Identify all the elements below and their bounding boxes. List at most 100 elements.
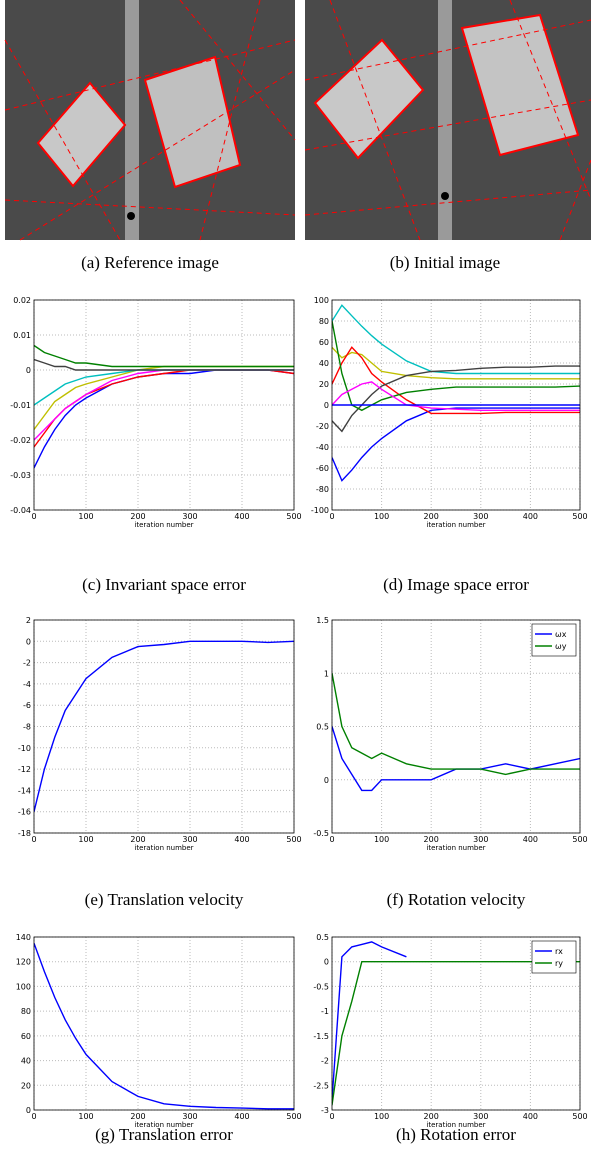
x-tick-label: 500 [572,835,587,844]
series-line [332,320,580,412]
x-tick-label: 400 [234,512,249,521]
y-tick-label: -60 [316,464,329,473]
x-tick-label: 200 [130,835,145,844]
x-tick-label: 400 [523,512,538,521]
legend-box [531,623,577,657]
x-tick-label: 300 [473,512,488,521]
x-tick-label: 300 [473,1112,488,1121]
y-tick-label: 0 [26,637,31,646]
x-tick-label: 0 [329,835,334,844]
x-tick-label: 300 [182,835,197,844]
series-line [332,365,580,433]
caption: (a) Reference image [81,253,219,272]
y-tick-label: -0.5 [313,829,329,838]
y-tick-label: 0.5 [316,723,329,732]
y-tick-label: -0.5 [313,982,329,991]
x-tick-label: 300 [473,835,488,844]
y-tick-label: 20 [21,1081,31,1090]
axes-frame [331,299,581,511]
x-axis-label: iteration number [426,844,485,852]
y-tick-label: -1 [321,1007,329,1016]
y-tick-label: -8 [23,723,31,732]
axes-frame [33,299,295,511]
series-line [332,726,580,792]
plot [332,673,580,792]
y-tick-label: 60 [21,1032,31,1041]
x-tick-label: 0 [329,1112,334,1121]
x-tick-label: 200 [130,1112,145,1121]
x-tick-label: 100 [374,1112,389,1121]
legend-label: ry [555,959,563,968]
y-tick-label: 80 [21,1007,31,1016]
y-tick-label: -6 [23,701,31,710]
legend-box [531,940,577,974]
y-tick-label: -0.02 [10,436,31,445]
x-tick-label: 200 [130,512,145,521]
y-tick-label: 0 [324,776,329,785]
y-tick-label: -0.04 [10,506,31,515]
x-tick-label: 200 [424,512,439,521]
y-tick-label: 2 [26,616,31,625]
x-axis-label: iteration number [426,1121,485,1129]
y-tick-label: 0.02 [13,296,31,305]
caption: (e) Translation velocity [85,890,244,909]
y-tick-label: -12 [18,765,31,774]
y-tick-label: 40 [21,1057,31,1066]
y-tick-label: 0 [324,401,329,410]
plot [332,304,580,482]
x-axis-label: iteration number [134,1121,193,1129]
axes-frame [33,619,295,834]
x-tick-label: 300 [182,1112,197,1121]
x-tick-label: 400 [523,835,538,844]
y-tick-label: -40 [316,443,329,452]
initial-image [304,0,591,241]
x-tick-label: 100 [374,512,389,521]
x-tick-label: 0 [31,512,36,521]
caption: (d) Image space error [383,575,529,594]
axes-frame [331,619,581,834]
y-tick-label: -2 [321,1057,329,1066]
y-tick-label: 120 [16,958,31,967]
y-tick-label: 140 [16,933,31,942]
series-line [332,673,580,776]
y-tick-label: -2.5 [313,1081,329,1090]
series-line [332,346,580,380]
legend-label: ωx [555,630,567,639]
y-tick-label: -10 [18,744,31,753]
x-axis-label: iteration number [134,844,193,852]
x-axis-label: iteration number [426,521,485,529]
plot-area [34,937,294,1110]
series-line [332,961,580,1106]
caption: (g) Translation error [95,1125,233,1144]
y-tick-label: -1.5 [313,1032,329,1041]
x-tick-label: 400 [523,1112,538,1121]
caption: (c) Invariant space error [82,575,246,594]
y-tick-label: 1.5 [316,616,329,625]
legend-label: rx [555,947,563,956]
plot [332,941,580,1106]
series-line [332,407,580,482]
y-tick-label: 20 [319,380,329,389]
x-tick-label: 500 [286,1112,301,1121]
y-tick-label: -0.03 [10,471,31,480]
y-tick-label: -2 [23,659,31,668]
y-tick-label: -80 [316,485,329,494]
y-tick-label: -100 [311,506,329,515]
y-tick-label: 100 [314,296,329,305]
series-line [332,381,580,411]
x-tick-label: 500 [572,1112,587,1121]
legend-label: ωy [555,642,567,651]
x-axis-label: iteration number [134,521,193,529]
y-tick-label: -18 [18,829,31,838]
x-tick-label: 300 [182,512,197,521]
y-tick-label: -0.01 [10,401,31,410]
x-tick-label: 400 [234,1112,249,1121]
y-tick-label: 40 [319,359,329,368]
x-tick-label: 100 [78,835,93,844]
y-tick-label: 0.01 [13,331,31,340]
axes-frame [33,936,295,1111]
y-tick-label: 60 [319,338,329,347]
x-tick-label: 0 [31,1112,36,1121]
plot [34,344,294,469]
